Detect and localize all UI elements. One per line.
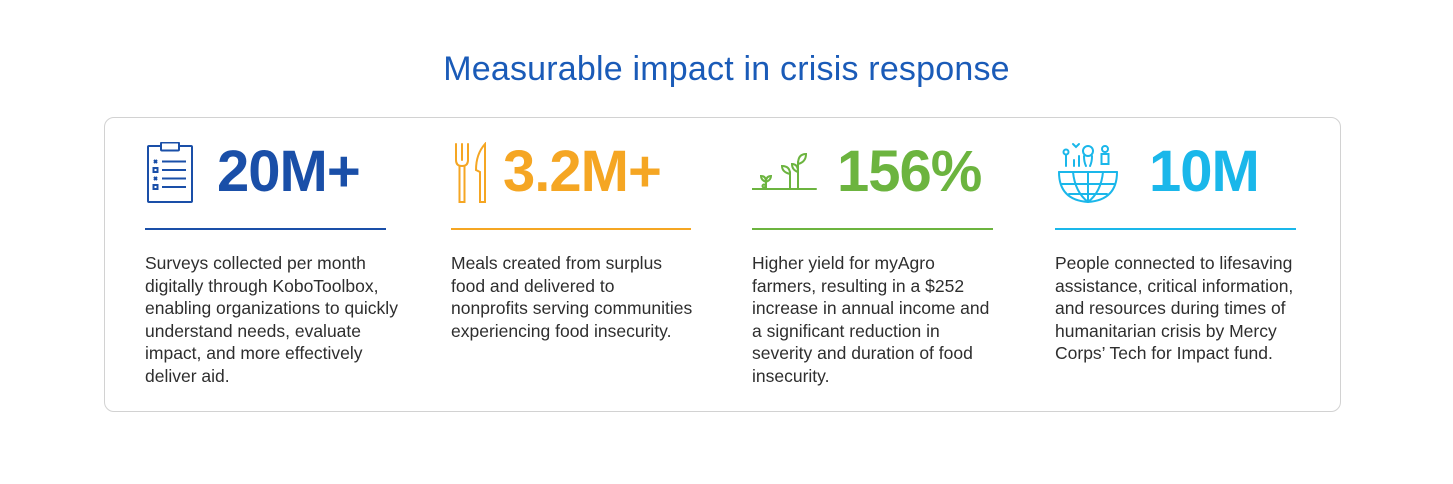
- stat-value: 156%: [837, 139, 982, 204]
- page-title: Measurable impact in crisis response: [443, 50, 1010, 88]
- stat-value: 10M: [1149, 139, 1260, 204]
- stat-divider: [1055, 228, 1296, 230]
- fork-knife-icon: [451, 142, 511, 206]
- stat-value: 20M+: [217, 139, 361, 204]
- stats-panel: [104, 117, 1341, 412]
- stat-description: Surveys collected per month digitally th…: [145, 253, 398, 386]
- clipboard-checklist-icon: [145, 142, 205, 206]
- stat-description: Higher yield for myAgro farmers, resulti…: [752, 253, 990, 386]
- stat-description: People connected to lifesaving assistanc…: [1055, 253, 1294, 363]
- stat-divider: [145, 228, 386, 230]
- stat-value: 3.2M+: [503, 139, 662, 204]
- stat-description: Meals created from surplus food and deli…: [451, 253, 693, 341]
- globe-people-icon: [1055, 142, 1123, 206]
- stat-divider: [451, 228, 691, 230]
- sprouting-plants-icon: [752, 142, 818, 206]
- stat-divider: [752, 228, 993, 230]
